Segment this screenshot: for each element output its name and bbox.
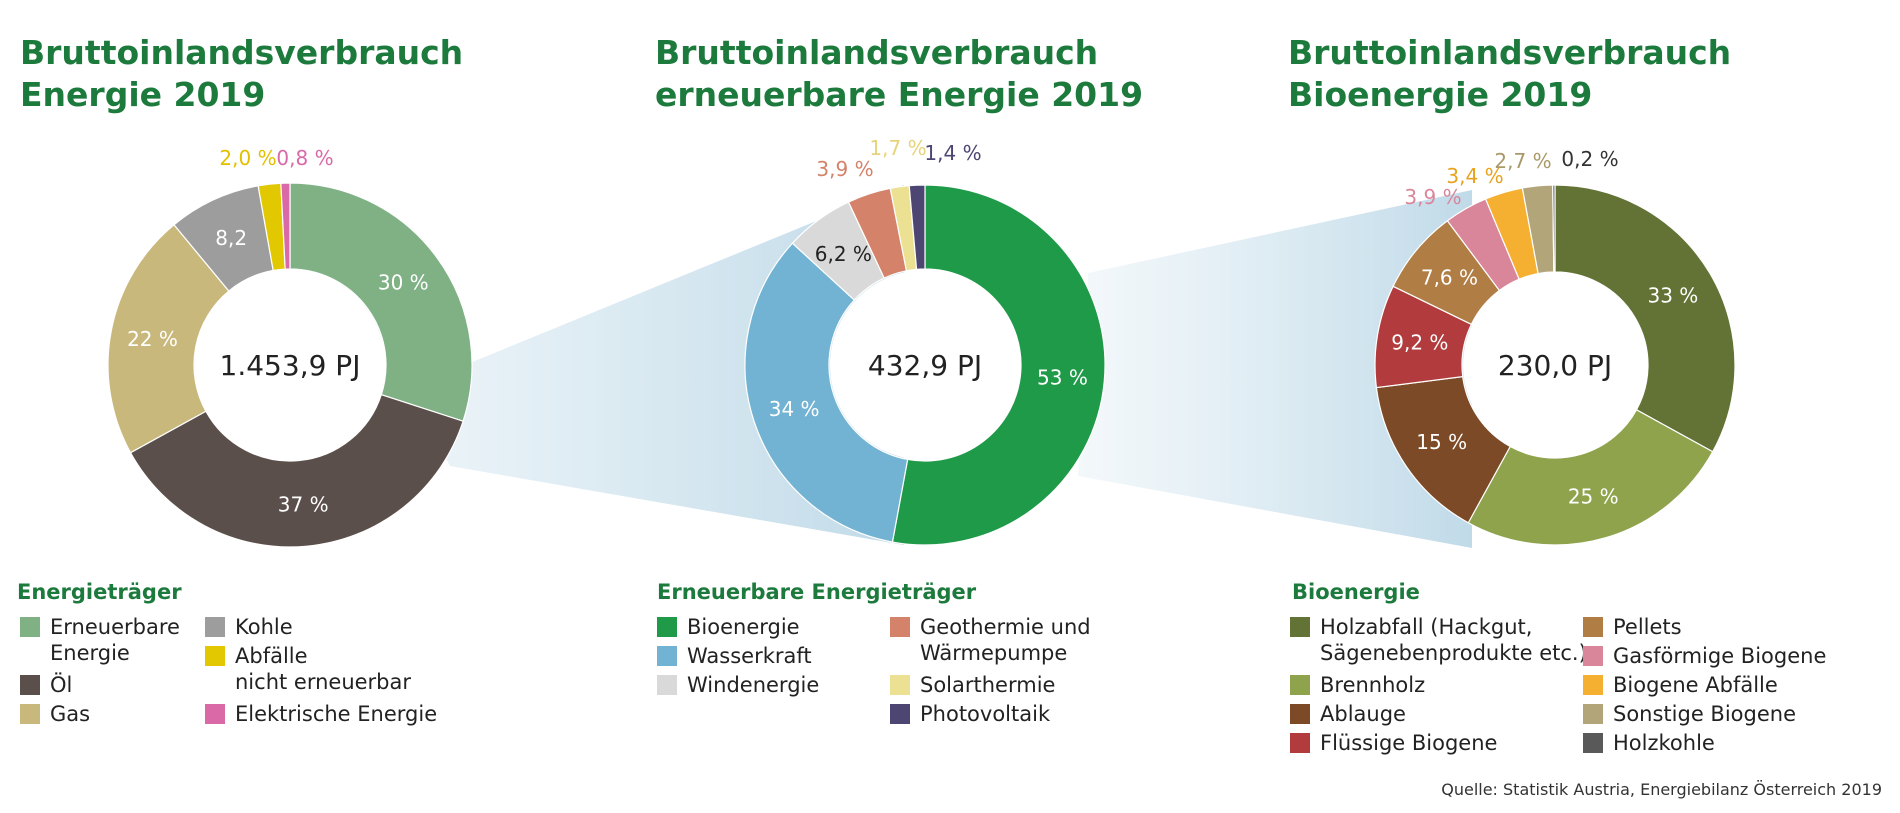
legend-label: Pellets [1613,615,1682,639]
donut-hole [195,270,385,460]
legend-1-title: Energieträger [17,580,182,604]
slice-holzabfall-hackgut-sägenebenprodukte-etc- [1554,184,1736,453]
slice-label: 33 % [1648,283,1699,307]
slice-label: 37 % [278,492,329,516]
donut-hole [830,270,1020,460]
legend-swatch [1290,617,1310,637]
slice-öl [129,393,464,548]
legend-label: Elektrische Energie [235,702,438,726]
legend-swatch [890,675,910,695]
legend-label: Holzkohle [1613,731,1715,755]
legend-swatch [1290,675,1310,695]
legend-swatch [205,617,225,637]
slice-label: 3,9 % [816,157,873,181]
legend-swatch [20,704,40,724]
legend-swatch [1583,704,1603,724]
legend-swatch [890,617,910,637]
legend-swatch [657,617,677,637]
legend-label: Bioenergie [687,615,800,639]
center-total-label: 432,9 PJ [868,349,982,382]
slice-label: 2,7 % [1494,149,1551,173]
slice-elektrische-energie [280,182,291,270]
legend-label: Gas [50,702,91,726]
chart-1-title-line-2: Energie 2019 [20,75,266,114]
slice-label: 9,2 % [1391,331,1448,355]
slice-label: 1,4 % [924,141,981,165]
center-total-label: 230,0 PJ [1498,349,1612,382]
donut-chart-2: 53 % 34 % 6,2 % 3,9 %1,7 %1,4 % 432,9 PJ [744,136,1106,546]
legend-label: Holzabfall (Hackgut, Sägenebenprodukte e… [1320,615,1587,665]
donut-chart-1: 30 % 37 % 22 % 8,2 2,0 % 0,8 % 1.453,9 PJ [107,146,473,548]
legend-label: Kohle [235,615,293,639]
legend-label: Biogene Abfälle [1613,673,1778,697]
chart-1-title-line-1: Bruttoinlandsverbrauch [20,33,464,72]
legend-swatch [205,646,225,666]
legend-label: Öl [50,673,73,697]
legend-label: Gasförmige Biogene [1613,644,1827,668]
donut-chart-3: 33 % 25 % 15 % 9,2 % 7,6 % 3,9 %3,4 %2,7 % 0,2… [1374,147,1736,546]
slice-label: 30 % [378,271,429,295]
legend-swatch [205,704,225,724]
legend-label: Photovoltaik [920,702,1051,726]
slice-erneuerbare-energie [289,182,473,422]
slice-label: 25 % [1568,485,1619,509]
legend-label: Ablauge [1320,702,1406,726]
slice-label: 3,9 % [1404,185,1461,209]
slice-label: 15 % [1416,430,1467,454]
legend-label: Brennholz [1320,673,1426,697]
legend-3-title: Bioenergie [1292,580,1420,604]
slice-gas [107,223,230,454]
legend-label: Wasserkraft [687,644,812,668]
chart-2-title-line-1: Bruttoinlandsverbrauch [655,33,1099,72]
slice-label: 34 % [769,397,820,421]
slice-photovoltaik [908,184,926,271]
legend-label: Flüssige Biogene [1320,731,1498,755]
legend-swatch [890,704,910,724]
chart-1-title: Bruttoinlandsverbrauch Energie 2019 [20,32,463,116]
legend-label: Sonstige Biogene [1613,702,1796,726]
slice-ablauge [1375,375,1512,524]
legend-swatch [1583,675,1603,695]
slice-brennholz [1467,408,1714,546]
chart-2-title: Bruttoinlandsverbrauch erneuerbare Energ… [655,32,1143,116]
chart-2-title-line-2: erneuerbare Energie 2019 [655,75,1144,114]
legend-swatch [1290,733,1310,753]
legend-label: Erneuerbare Energie [50,615,180,665]
legend-label: Windenergie [687,673,820,697]
slice-label: 0,8 % [276,146,333,170]
slice-label: 1,7 % [869,136,926,160]
connector-band-2 [1078,190,1472,548]
legend-swatch [657,646,677,666]
center-total-label: 1.453,9 PJ [220,349,361,382]
slice-label: 22 % [127,327,178,351]
slice-label: 8,2 [215,226,247,250]
slice-label: 7,6 % [1421,266,1478,290]
legend-swatch [20,675,40,695]
chart-3-title-line-1: Bruttoinlandsverbrauch [1288,33,1732,72]
donut-hole [1463,273,1647,457]
slice-label: 0,2 % [1561,147,1618,171]
slice-label: 6,2 % [815,242,872,266]
legend-swatch [1583,617,1603,637]
legend-swatch [657,675,677,695]
slice-wasserkraft [744,242,909,543]
legend-2-title: Erneuerbare Energieträger [657,580,977,604]
slice-label: 53 % [1037,366,1088,390]
legend-swatch [1583,733,1603,753]
chart-3-title-line-2: Bioenergie 2019 [1288,75,1593,114]
slice-label: 2,0 % [219,146,276,170]
slice-label: 3,4 % [1446,164,1503,188]
legend-label: Geothermie und Wärmepumpe [920,615,1091,665]
legend-swatch [1583,646,1603,666]
legend-swatch [20,617,40,637]
slice-holzkohle [1552,184,1556,273]
chart-3-title: Bruttoinlandsverbrauch Bioenergie 2019 [1288,32,1731,116]
legend-swatch [1290,704,1310,724]
slice-bioenergie [891,184,1106,546]
legend-label: Abfälle nicht erneuerbar [235,644,412,694]
legend-label: Solarthermie [920,673,1056,697]
source-note: Quelle: Statistik Austria, Energiebilanz… [1441,780,1882,799]
